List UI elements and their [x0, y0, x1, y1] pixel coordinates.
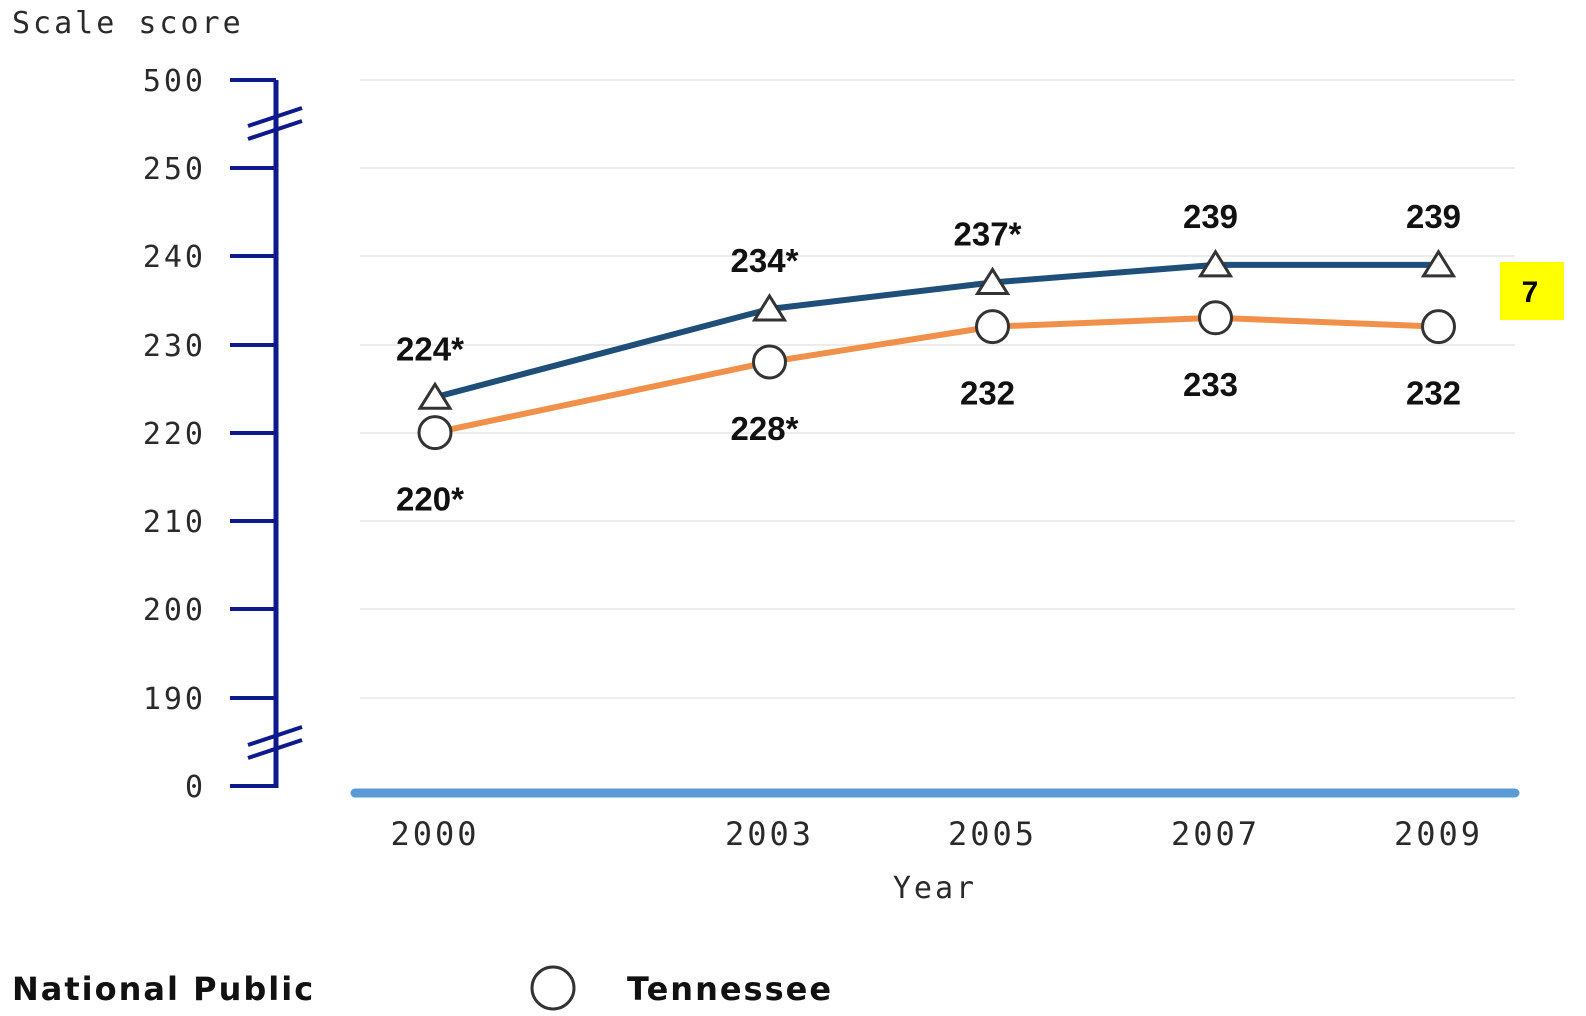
triangle-marker [1420, 248, 1457, 278]
y-ticks: 500 250 240 230 220 210 200 190 0 [143, 64, 276, 805]
x-tick-label: 2009 [1394, 815, 1483, 853]
data-label-national-public: 234* [731, 242, 799, 279]
x-axis-title: Year [893, 871, 977, 906]
data-label-tennessee: 220* [396, 481, 464, 518]
x-tick-label: 2005 [948, 815, 1037, 853]
y-tick-label: 500 [143, 64, 206, 99]
legend: National Public Tennessee [12, 965, 833, 1011]
circle-marker [975, 309, 1010, 345]
x-tick-label: 2003 [725, 815, 814, 853]
triangle-marker [974, 266, 1011, 295]
legend-label-tennessee: Tennessee [627, 970, 833, 1008]
x-ticks: 2000 2003 2005 2007 2009 [390, 815, 1483, 853]
y-axis-break-mark [247, 738, 303, 760]
circle-marker [417, 415, 453, 451]
y-axis-break-mark [247, 725, 303, 747]
series-line-national-public [432, 261, 1442, 401]
badge-background [1500, 262, 1564, 320]
y-axis-break-mark [247, 119, 303, 141]
badge-label: 7 [1522, 276, 1539, 309]
triangle-marker [417, 381, 453, 410]
gridlines [360, 79, 1515, 699]
data-label-tennessee: 228* [731, 410, 799, 447]
data-label-national-public: 224* [396, 330, 464, 367]
circle-marker [752, 344, 787, 380]
badge: 7 [1500, 262, 1564, 320]
y-tick-label: 0 [185, 770, 206, 805]
data-label-national-public: 239 [1183, 198, 1238, 235]
y-tick-label: 220 [143, 417, 206, 452]
data-label-national-public: 239 [1406, 198, 1461, 235]
x-tick-label: 2007 [1171, 815, 1260, 853]
y-tick-label: 210 [143, 505, 206, 540]
y-tick-label: 250 [143, 152, 206, 187]
y-axis-title: Scale score [12, 6, 244, 41]
y-tick-label: 200 [143, 593, 206, 628]
data-label-national-public: 237* [954, 215, 1022, 252]
triangle-marker [751, 293, 788, 322]
data-label-tennessee: 232 [960, 375, 1015, 412]
data-label-tennessee: 233 [1183, 366, 1238, 403]
circle-marker [1198, 300, 1233, 336]
triangle-marker [1197, 248, 1234, 278]
x-tick-label: 2000 [390, 815, 479, 853]
series-layer: 224* 234* 237* 239 239 220* 228* 232 233 232 [396, 198, 1461, 518]
series-line-tennessee [432, 314, 1442, 436]
legend-circle-icon [530, 965, 576, 1011]
circle-marker [1421, 309, 1456, 345]
y-axis-break-mark [247, 106, 303, 128]
legend-label-national-public: National Public [12, 970, 315, 1008]
y-tick-label: 240 [143, 240, 206, 275]
y-tick-label: 230 [143, 329, 206, 364]
y-tick-label: 190 [143, 682, 206, 717]
data-label-tennessee: 232 [1406, 375, 1461, 412]
